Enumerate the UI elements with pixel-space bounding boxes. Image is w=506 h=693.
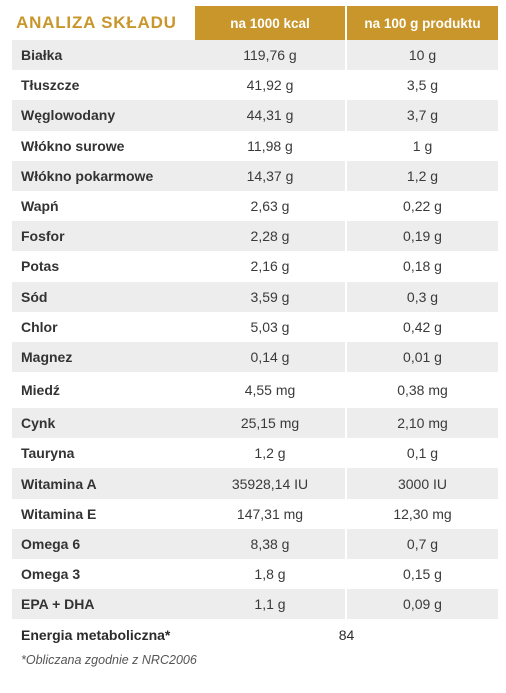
value-per-100g: 1,2 g	[347, 160, 498, 191]
value-per-1000kcal: 41,92 g	[195, 70, 345, 101]
value-per-100g: 2,10 mg	[347, 408, 498, 439]
value-per-100g: 3000 IU	[347, 468, 498, 499]
table-row: Magnez 0,14 g 0,01 g	[12, 341, 498, 373]
value-per-100g: 0,1 g	[347, 438, 498, 469]
table-row: Węglowodany 44,31 g 3,7 g	[12, 100, 498, 131]
nutrient-name: Witamina E	[12, 498, 195, 529]
column-header-per-100g: na 100 g produktu	[347, 6, 498, 40]
value-per-1000kcal: 14,37 g	[195, 160, 345, 191]
nutrient-name: Miedź	[12, 372, 195, 409]
nutrient-name: Białka	[12, 40, 195, 71]
energy-label: Energia metaboliczna*	[21, 627, 171, 644]
value-per-1000kcal: 8,38 g	[195, 528, 345, 559]
value-per-1000kcal: 2,16 g	[195, 251, 345, 282]
value-per-1000kcal: 119,76 g	[195, 40, 345, 71]
value-per-1000kcal: 1,2 g	[195, 438, 345, 469]
table-row: Białka 119,76 g 10 g	[12, 40, 498, 71]
table-row: Wapń 2,63 g 0,22 g	[12, 190, 498, 222]
value-per-1000kcal: 44,31 g	[195, 100, 345, 131]
column-header-per-1000kcal: na 1000 kcal	[195, 6, 345, 40]
value-per-100g: 0,01 g	[347, 341, 498, 373]
table-row: Tłuszcze 41,92 g 3,5 g	[12, 70, 498, 101]
value-per-1000kcal: 2,63 g	[195, 190, 345, 222]
value-per-100g: 12,30 mg	[347, 498, 498, 529]
table-row: Witamina E 147,31 mg 12,30 mg	[12, 498, 498, 529]
value-per-1000kcal: 2,28 g	[195, 221, 345, 252]
value-per-100g: 0,7 g	[347, 528, 498, 559]
value-per-1000kcal: 147,31 mg	[195, 498, 345, 529]
value-per-100g: 0,15 g	[347, 559, 498, 590]
table-row: Omega 6 8,38 g 0,7 g	[12, 528, 498, 559]
nutrient-name: Włókno surowe	[12, 130, 195, 161]
nutrient-name: Potas	[12, 251, 195, 282]
table-row: Potas 2,16 g 0,18 g	[12, 251, 498, 282]
value-per-1000kcal: 1,8 g	[195, 559, 345, 590]
footnote: *Obliczana zgodnie z NRC2006	[21, 653, 197, 668]
table-row: Włókno pokarmowe 14,37 g 1,2 g	[12, 160, 498, 191]
nutrient-name: Omega 6	[12, 528, 195, 559]
value-per-1000kcal: 4,55 mg	[195, 372, 345, 409]
value-per-1000kcal: 25,15 mg	[195, 408, 345, 439]
value-per-1000kcal: 3,59 g	[195, 281, 345, 312]
composition-table: ANALIZA SKŁADU na 1000 kcal na 100 g pro…	[12, 6, 498, 667]
nutrient-name: Witamina A	[12, 468, 195, 499]
value-per-100g: 0,38 mg	[347, 372, 498, 409]
value-per-1000kcal: 35928,14 IU	[195, 468, 345, 499]
value-per-100g: 3,5 g	[347, 70, 498, 101]
value-per-100g: 0,3 g	[347, 281, 498, 312]
table-row: Fosfor 2,28 g 0,19 g	[12, 221, 498, 252]
table-row: Omega 3 1,8 g 0,15 g	[12, 559, 498, 590]
nutrient-name: Chlor	[12, 311, 195, 342]
nutrient-name: Fosfor	[12, 221, 195, 252]
table-row: Miedź 4,55 mg 0,38 mg	[12, 372, 498, 409]
value-per-100g: 10 g	[347, 40, 498, 71]
nutrient-name: Wapń	[12, 190, 195, 222]
table-row: Sód 3,59 g 0,3 g	[12, 281, 498, 312]
table-row: EPA + DHA 1,1 g 0,09 g	[12, 589, 498, 620]
nutrient-name: Omega 3	[12, 559, 195, 590]
table-title: ANALIZA SKŁADU	[16, 13, 177, 32]
value-per-100g: 0,09 g	[347, 589, 498, 620]
value-per-1000kcal: 1,1 g	[195, 589, 345, 620]
table-row: Tauryna 1,2 g 0,1 g	[12, 438, 498, 469]
value-per-100g: 0,18 g	[347, 251, 498, 282]
nutrient-name: Włókno pokarmowe	[12, 160, 195, 191]
nutrient-name: Sód	[12, 281, 195, 312]
value-per-100g: 3,7 g	[347, 100, 498, 131]
table-header: ANALIZA SKŁADU na 1000 kcal na 100 g pro…	[12, 6, 498, 40]
value-per-100g: 0,42 g	[347, 311, 498, 342]
nutrient-name: Tłuszcze	[12, 70, 195, 101]
value-per-100g: 0,22 g	[347, 190, 498, 222]
nutrient-name: Magnez	[12, 341, 195, 373]
table-body: Białka 119,76 g 10 g Tłuszcze 41,92 g 3,5 g Wę…	[12, 40, 498, 620]
table-row: Cynk 25,15 mg 2,10 mg	[12, 408, 498, 439]
nutrient-name: Tauryna	[12, 438, 195, 469]
value-per-1000kcal: 5,03 g	[195, 311, 345, 342]
energy-row: Energia metaboliczna* 84	[12, 619, 498, 651]
value-per-1000kcal: 11,98 g	[195, 130, 345, 161]
value-per-100g: 0,19 g	[347, 221, 498, 252]
nutrient-name: EPA + DHA	[12, 589, 195, 620]
table-row: Chlor 5,03 g 0,42 g	[12, 311, 498, 342]
value-per-100g: 1 g	[347, 130, 498, 161]
value-per-1000kcal: 0,14 g	[195, 341, 345, 373]
energy-value: 84	[338, 627, 355, 644]
nutrient-name: Węglowodany	[12, 100, 195, 131]
table-row: Witamina A 35928,14 IU 3000 IU	[12, 468, 498, 499]
nutrient-name: Cynk	[12, 408, 195, 439]
